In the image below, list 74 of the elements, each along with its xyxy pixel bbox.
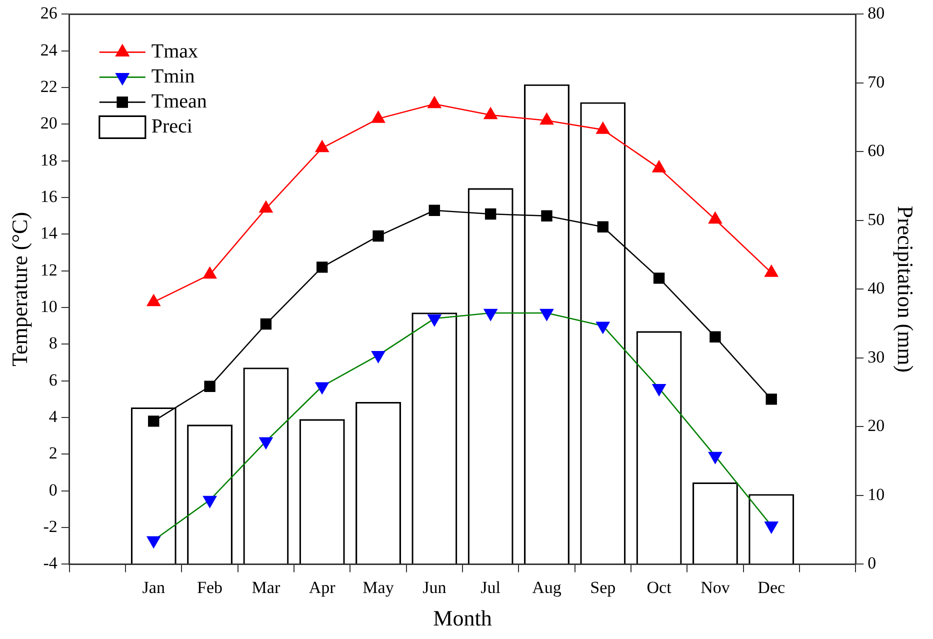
point (652, 384, 666, 396)
point (596, 122, 610, 134)
point (710, 331, 721, 342)
x-tick-label: Feb (197, 578, 223, 597)
y-tick-label: 26 (40, 4, 58, 23)
x-tick-label: Jun (422, 578, 447, 597)
y-tick-label: -4 (43, 554, 58, 573)
x-tick-label: Dec (758, 578, 786, 597)
x-tick-label: Aug (532, 578, 562, 597)
y-tick-label: 14 (40, 224, 58, 243)
x-tick-label: Nov (700, 578, 730, 597)
y-tick-label: -2 (43, 517, 58, 536)
x-axis-title: Month (433, 606, 492, 631)
x-tick-label: Apr (308, 578, 336, 597)
y-tick-label: 10 (40, 297, 58, 316)
y-tick-label: 24 (40, 40, 58, 60)
y-tick-label: 20 (40, 114, 58, 133)
point (315, 382, 329, 394)
point (766, 394, 777, 405)
legend-label: Tmin (151, 65, 195, 88)
point (428, 96, 442, 108)
point (316, 262, 328, 273)
point (203, 496, 217, 508)
point (764, 522, 778, 534)
x-tick-label: Mar (252, 578, 280, 597)
x-tick-label: Jul (480, 578, 501, 597)
point (372, 111, 385, 123)
point (259, 437, 273, 450)
point (541, 210, 552, 222)
point (484, 107, 498, 120)
legend-label: Tmean (151, 90, 207, 112)
y-tick-label: 16 (40, 187, 58, 206)
point (708, 212, 722, 224)
point (260, 318, 272, 330)
point (315, 140, 329, 152)
point (428, 204, 440, 216)
point (204, 380, 216, 392)
y-tick-label: 22 (40, 77, 58, 96)
x-tick-label: Oct (646, 578, 672, 597)
point (764, 265, 778, 277)
y2-tick-label: 40 (868, 278, 885, 298)
point (146, 536, 160, 548)
y2-tick-label: 0 (868, 554, 876, 573)
y-tick-label: 0 (48, 480, 58, 500)
point (653, 272, 665, 284)
x-tick-label: Jan (142, 578, 166, 597)
y-tick-label: 8 (48, 334, 58, 353)
point (372, 230, 384, 242)
point (148, 416, 160, 427)
y2-axis-title: Precipitation (mm) (893, 206, 918, 373)
y-tick-label: 18 (40, 150, 58, 170)
y2-tick-label: 60 (868, 141, 885, 160)
y2-tick-label: 80 (868, 4, 885, 23)
legend-label: Preci (151, 115, 193, 138)
y-tick-label: 4 (48, 407, 58, 426)
y-tick-label: 6 (48, 370, 58, 390)
y2-tick-label: 10 (868, 484, 885, 504)
point (597, 221, 608, 232)
y2-tick-label: 50 (868, 210, 885, 229)
x-tick-label: May (362, 578, 394, 597)
point (372, 351, 385, 363)
legend-label: Tmax (151, 40, 198, 62)
point (259, 200, 273, 213)
point (652, 160, 666, 172)
y-tick-label: 12 (40, 260, 58, 280)
point (484, 208, 496, 220)
point (708, 452, 722, 464)
x-tick-label: Sep (590, 578, 616, 597)
y-axis-title: Temperature (°C) (6, 212, 32, 366)
y2-tick-label: 30 (868, 347, 885, 366)
y2-tick-label: 20 (868, 416, 885, 436)
point (540, 112, 554, 125)
y2-tick-label: 70 (868, 72, 885, 92)
y-tick-label: 2 (48, 444, 58, 463)
